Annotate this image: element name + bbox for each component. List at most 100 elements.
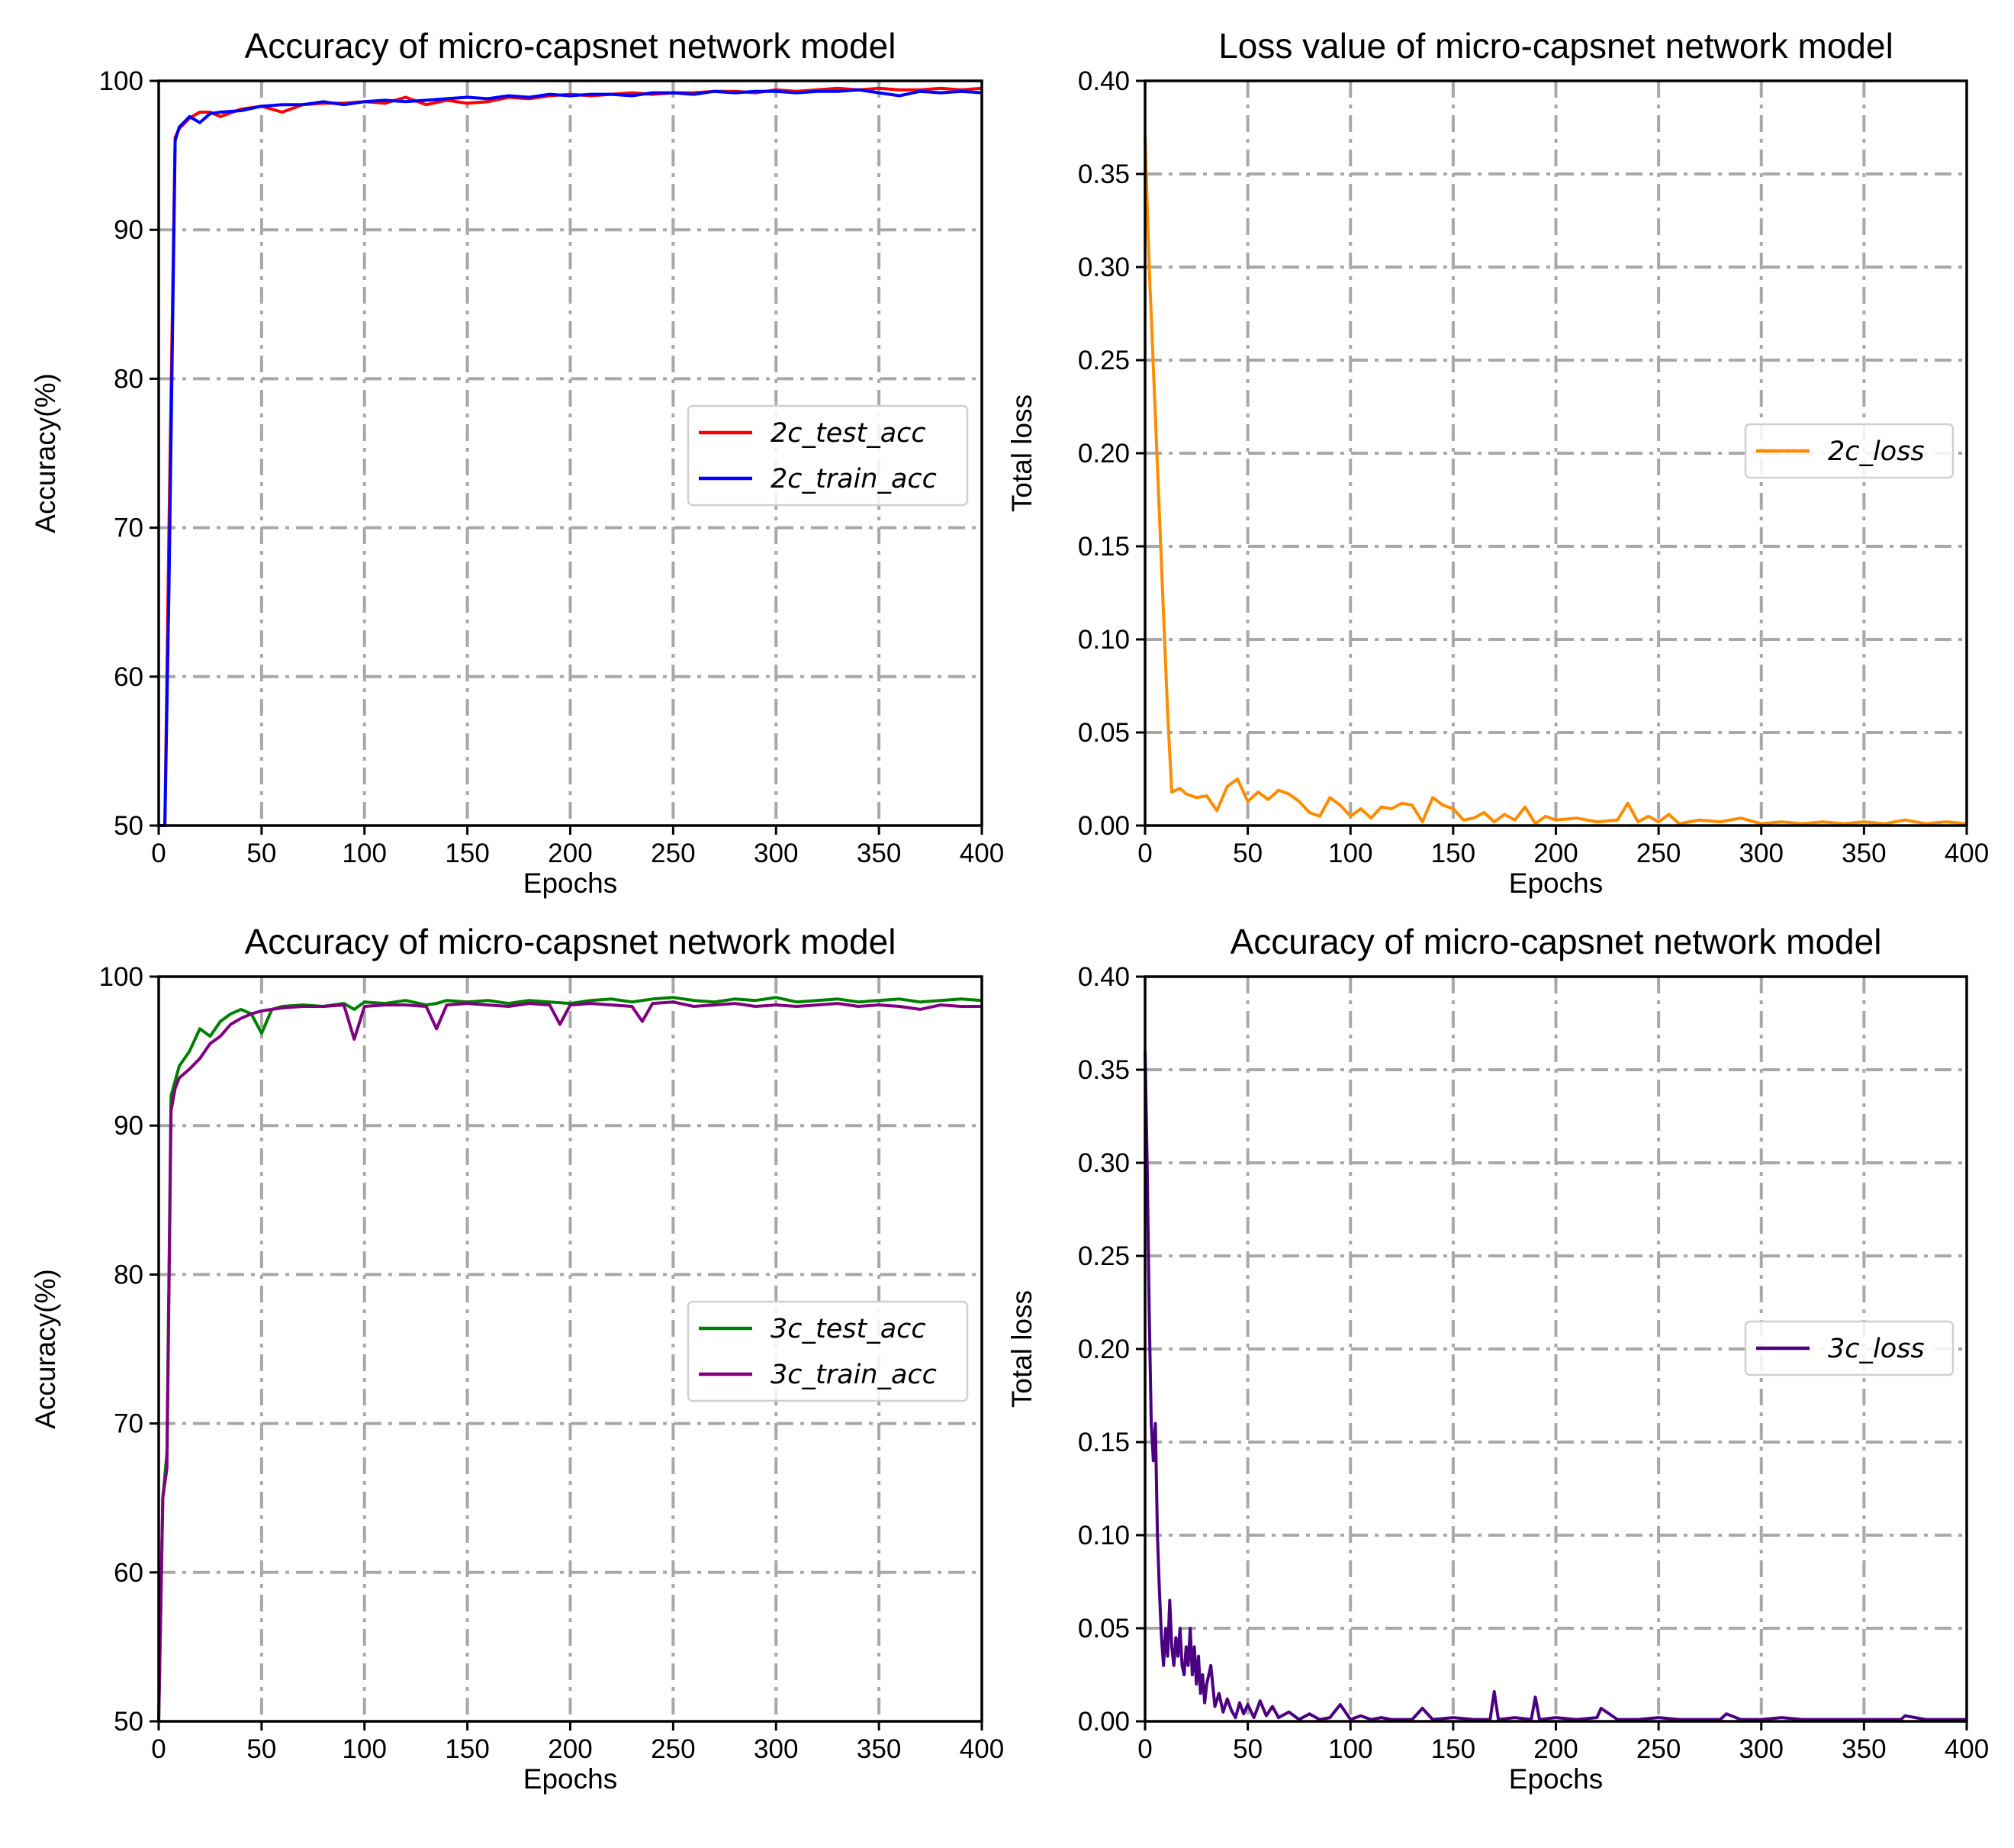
y-tick-label: 80: [114, 1260, 143, 1289]
y-tick-label: 50: [114, 1707, 143, 1737]
y-tick-label: 0.05: [1078, 718, 1130, 748]
legend-box: [1744, 423, 1954, 479]
y-tick-label: 0.15: [1078, 1428, 1130, 1457]
x-tick-label: 300: [754, 1734, 798, 1764]
legend-box: [1744, 1320, 1954, 1376]
y-tick-label: 0.05: [1078, 1614, 1130, 1644]
y-tick-label: 0.20: [1078, 439, 1130, 468]
y-tick-label: 100: [99, 66, 143, 96]
y-tick-label: 0.40: [1078, 962, 1130, 992]
x-tick-label: 0: [151, 1734, 166, 1764]
x-tick-label: 150: [1431, 839, 1475, 868]
y-tick-label: 50: [114, 811, 143, 841]
y-tick-label: 80: [114, 364, 143, 394]
legend: 2c_loss: [1744, 423, 1954, 479]
x-tick-label: 100: [343, 1734, 387, 1764]
chart-title: Accuracy of micro-capsnet network model: [245, 922, 896, 961]
x-tick-label: 250: [1636, 1734, 1681, 1764]
x-tick-label: 350: [857, 839, 901, 868]
y-axis-label: Accuracy(%): [30, 1269, 61, 1429]
series-line-2c_loss: [1144, 137, 1967, 826]
x-tick-label: 150: [445, 1734, 489, 1764]
x-tick-label: 350: [1842, 839, 1886, 868]
y-tick-label: 100: [99, 962, 143, 992]
x-tick-label: 100: [343, 839, 387, 868]
x-tick-label: 250: [651, 839, 695, 868]
x-tick-label: 400: [1945, 839, 1989, 868]
x-tick-label: 0: [1137, 1734, 1152, 1764]
x-axis-label: Epochs: [1509, 1763, 1603, 1795]
x-tick-label: 0: [151, 839, 166, 868]
chart-panel-4: 0 50 100 150 200 250 300 350 400 0.00 0.05 0.10 0.15…: [1006, 922, 1989, 1795]
x-tick-label: 100: [1328, 1734, 1372, 1764]
y-tick-label: 90: [114, 1111, 143, 1141]
series-line-3c_test_acc: [157, 996, 983, 1722]
series-line-3c_loss: [1144, 1051, 1967, 1721]
x-tick-label: 400: [960, 839, 1004, 868]
y-tick-label: 0.25: [1078, 1241, 1130, 1271]
x-tick-label: 50: [1233, 839, 1263, 868]
y-tick-label: 0.10: [1078, 1521, 1130, 1550]
x-tick-label: 350: [1842, 1734, 1886, 1764]
series-line-3c_train_acc: [157, 1000, 982, 1722]
y-tick-label: 0.20: [1078, 1334, 1130, 1364]
x-tick-label: 200: [548, 839, 592, 868]
x-tick-label: 350: [857, 1734, 901, 1764]
x-tick-label: 300: [754, 839, 798, 868]
chart-panel-3: 0 50 100 150 200 250 300 350 400 50 60 70 80 90 100 Acc…: [30, 922, 1004, 1795]
y-tick-label: 0.15: [1078, 532, 1130, 562]
x-tick-label: 400: [1945, 1734, 1989, 1764]
legend-label: 3c_train_acc: [771, 1360, 937, 1390]
y-axis-label: Total loss: [1006, 394, 1038, 512]
x-axis-label: Epochs: [523, 1763, 617, 1795]
x-axis-label: Epochs: [523, 868, 617, 899]
chart-title: Accuracy of micro-capsnet network model: [1231, 922, 1882, 961]
chart-panel-2: 0 50 100 150 200 250 300 350 400 0.00 0.05 0.10 0.15…: [1006, 26, 1989, 899]
x-tick-label: 400: [960, 1734, 1004, 1764]
legend-label: 3c_test_acc: [771, 1314, 926, 1344]
x-tick-label: 50: [246, 839, 276, 868]
x-tick-label: 0: [1137, 839, 1152, 868]
legend-label: 2c_loss: [1828, 436, 1925, 467]
y-tick-label: 0.35: [1078, 1055, 1130, 1085]
y-tick-label: 0.30: [1078, 253, 1130, 282]
legend-label: 2c_train_acc: [771, 464, 937, 494]
y-tick-label: 70: [114, 514, 143, 543]
legend: 2c_test_acc 2c_train_acc: [687, 404, 969, 507]
x-axis-label: Epochs: [1509, 868, 1603, 899]
x-tick-label: 300: [1739, 1734, 1784, 1764]
x-tick-label: 50: [1233, 1734, 1263, 1764]
y-tick-label: 70: [114, 1409, 143, 1439]
legend-box: [687, 1300, 969, 1402]
y-tick-label: 0.00: [1078, 1707, 1130, 1737]
y-tick-label: 0.35: [1078, 159, 1130, 189]
legend: 3c_test_acc 3c_train_acc: [687, 1300, 969, 1402]
y-tick-label: 0.00: [1078, 811, 1130, 841]
x-tick-label: 300: [1739, 839, 1784, 868]
x-tick-label: 100: [1328, 839, 1372, 868]
legend-box: [687, 404, 969, 507]
x-tick-label: 50: [246, 1734, 276, 1764]
legend: 3c_loss: [1744, 1320, 1954, 1376]
y-axis-label: Total loss: [1006, 1290, 1038, 1408]
y-tick-label: 0.30: [1078, 1148, 1130, 1178]
y-tick-label: 60: [114, 1558, 143, 1588]
chart-title: Loss value of micro-capsnet network mode…: [1218, 26, 1893, 66]
y-tick-label: 60: [114, 662, 143, 692]
y-tick-label: 0.10: [1078, 625, 1130, 655]
legend-label: 2c_test_acc: [771, 418, 926, 449]
series-line-2c_train_acc: [159, 88, 983, 827]
y-tick-label: 90: [114, 215, 143, 245]
x-tick-label: 250: [1636, 839, 1681, 868]
chart-panel-1: 0 50 100 150 200 250 300 350 400 50 60 70 80 90 100 Acc…: [30, 26, 1004, 899]
y-tick-label: 0.40: [1078, 66, 1130, 96]
x-tick-label: 200: [548, 1734, 592, 1764]
y-axis-label: Accuracy(%): [30, 373, 61, 533]
legend-label: 3c_loss: [1828, 1334, 1925, 1364]
x-tick-label: 150: [445, 839, 489, 868]
x-tick-label: 200: [1533, 839, 1578, 868]
x-tick-label: 150: [1431, 1734, 1475, 1764]
x-tick-label: 250: [651, 1734, 695, 1764]
